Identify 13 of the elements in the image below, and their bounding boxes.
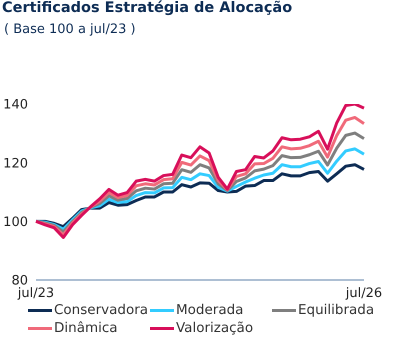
- y-tick-label: 120: [3, 156, 28, 172]
- legend-label: Equilibrada: [298, 302, 374, 318]
- y-tick-label: 100: [3, 214, 28, 230]
- x-tick-label: jul/23: [16, 286, 54, 302]
- y-tick-label: 140: [3, 98, 28, 113]
- legend-label: Conservadora: [54, 302, 148, 318]
- legend-label: Valorização: [176, 320, 254, 336]
- legend-label: Dinâmica: [54, 320, 118, 336]
- x-tick-label: jul/26: [344, 286, 382, 302]
- chart-subtitle: ( Base 100 a jul/23 ): [4, 22, 136, 37]
- chart-title: Certificados Estratégia de Alocação: [2, 0, 292, 16]
- y-tick-label: 80: [11, 274, 28, 289]
- legend-label: Moderada: [176, 302, 244, 318]
